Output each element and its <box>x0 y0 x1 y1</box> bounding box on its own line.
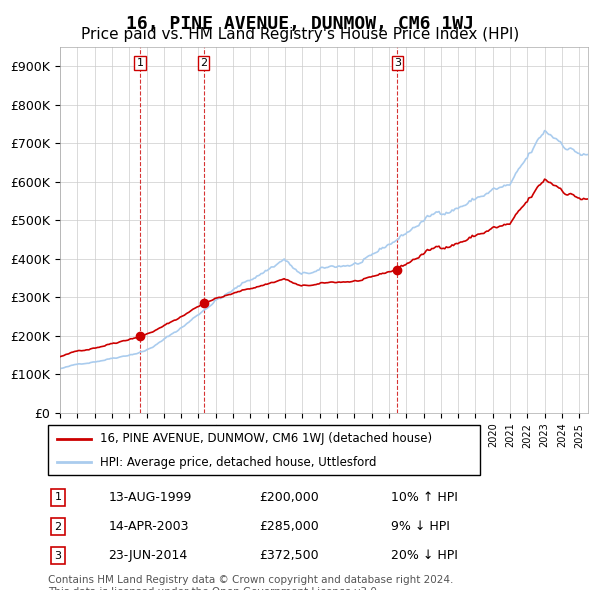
Text: 3: 3 <box>394 58 401 68</box>
Text: 20% ↓ HPI: 20% ↓ HPI <box>391 549 458 562</box>
Text: 16, PINE AVENUE, DUNMOW, CM6 1WJ: 16, PINE AVENUE, DUNMOW, CM6 1WJ <box>126 15 474 33</box>
Text: 2: 2 <box>200 58 207 68</box>
FancyBboxPatch shape <box>48 425 480 475</box>
Text: £200,000: £200,000 <box>260 491 319 504</box>
Text: 10% ↑ HPI: 10% ↑ HPI <box>391 491 458 504</box>
Text: 3: 3 <box>55 551 62 560</box>
Text: £372,500: £372,500 <box>260 549 319 562</box>
Text: Price paid vs. HM Land Registry's House Price Index (HPI): Price paid vs. HM Land Registry's House … <box>81 27 519 41</box>
Text: 16, PINE AVENUE, DUNMOW, CM6 1WJ (detached house): 16, PINE AVENUE, DUNMOW, CM6 1WJ (detach… <box>100 432 432 445</box>
Text: 23-JUN-2014: 23-JUN-2014 <box>109 549 188 562</box>
Text: HPI: Average price, detached house, Uttlesford: HPI: Average price, detached house, Uttl… <box>100 456 376 469</box>
Text: 1: 1 <box>136 58 143 68</box>
Text: 14-APR-2003: 14-APR-2003 <box>109 520 189 533</box>
Text: 2: 2 <box>55 522 62 532</box>
Text: 13-AUG-1999: 13-AUG-1999 <box>109 491 192 504</box>
Text: £285,000: £285,000 <box>260 520 319 533</box>
Text: Contains HM Land Registry data © Crown copyright and database right 2024.
This d: Contains HM Land Registry data © Crown c… <box>48 575 454 590</box>
Text: 9% ↓ HPI: 9% ↓ HPI <box>391 520 449 533</box>
Text: 1: 1 <box>55 493 62 502</box>
